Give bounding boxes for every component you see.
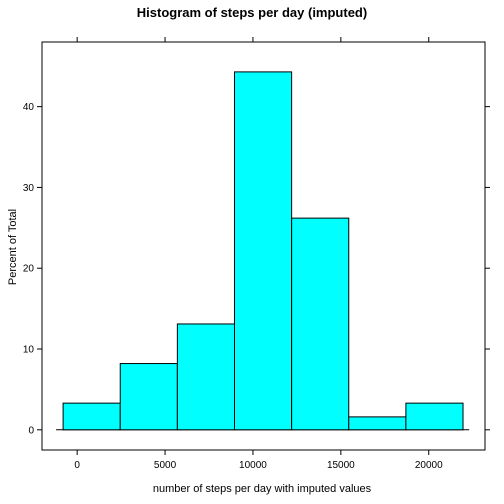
y-tick-label: 0 [28,425,34,436]
y-tick-label: 10 [23,345,35,356]
histogram-bar-7 [405,402,464,431]
y-tick-label: 30 [23,183,35,194]
x-tick-label: 5000 [154,460,177,471]
histogram-bar-2 [119,363,178,431]
histogram-bar-3 [176,323,235,431]
x-tick-label: 15000 [327,460,355,471]
histogram-bar-4 [233,71,293,431]
y-tick-label: 20 [23,264,35,275]
x-tick-label: 10000 [239,460,267,471]
chart-title: Histogram of steps per day (imputed) [137,5,367,20]
histogram-bar-5 [291,217,350,431]
x-tick-label: 20000 [415,460,443,471]
x-axis-label: number of steps per day with imputed val… [153,483,372,495]
y-axis-ticks: 0 10 20 30 40 [23,102,490,436]
bars-group [56,71,470,431]
histogram-bar-1 [62,402,121,431]
histogram-bar-6 [348,416,407,431]
plot-frame [41,41,486,451]
y-axis-label: Percent of Total [7,209,19,285]
x-axis-ticks: 0 5000 10000 15000 20000 [74,37,443,471]
x-tick-label: 0 [74,460,80,471]
y-tick-label: 40 [23,102,35,113]
